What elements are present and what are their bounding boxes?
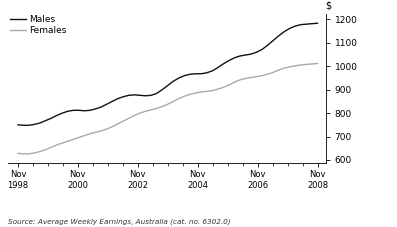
Males bbox=[54, 114, 59, 117]
Males bbox=[310, 22, 314, 25]
Females bbox=[54, 144, 59, 146]
Line: Females: Females bbox=[18, 64, 318, 154]
Males bbox=[132, 94, 137, 96]
Females bbox=[77, 136, 81, 139]
Females bbox=[315, 62, 320, 65]
Females bbox=[93, 131, 98, 134]
Legend: Males, Females: Males, Females bbox=[10, 15, 67, 35]
Line: Males: Males bbox=[18, 23, 318, 125]
Females bbox=[287, 65, 292, 68]
Males bbox=[21, 124, 26, 127]
Males bbox=[15, 123, 20, 126]
Males bbox=[77, 109, 81, 112]
Females bbox=[310, 63, 314, 65]
Females bbox=[21, 153, 26, 155]
Males bbox=[315, 22, 320, 25]
Males bbox=[93, 108, 98, 110]
Males bbox=[287, 27, 292, 30]
Text: Source: Average Weekly Earnings, Australia (cat. no. 6302.0): Source: Average Weekly Earnings, Austral… bbox=[8, 218, 231, 225]
Females bbox=[15, 152, 20, 155]
Females bbox=[132, 114, 137, 117]
Text: $: $ bbox=[326, 1, 331, 11]
